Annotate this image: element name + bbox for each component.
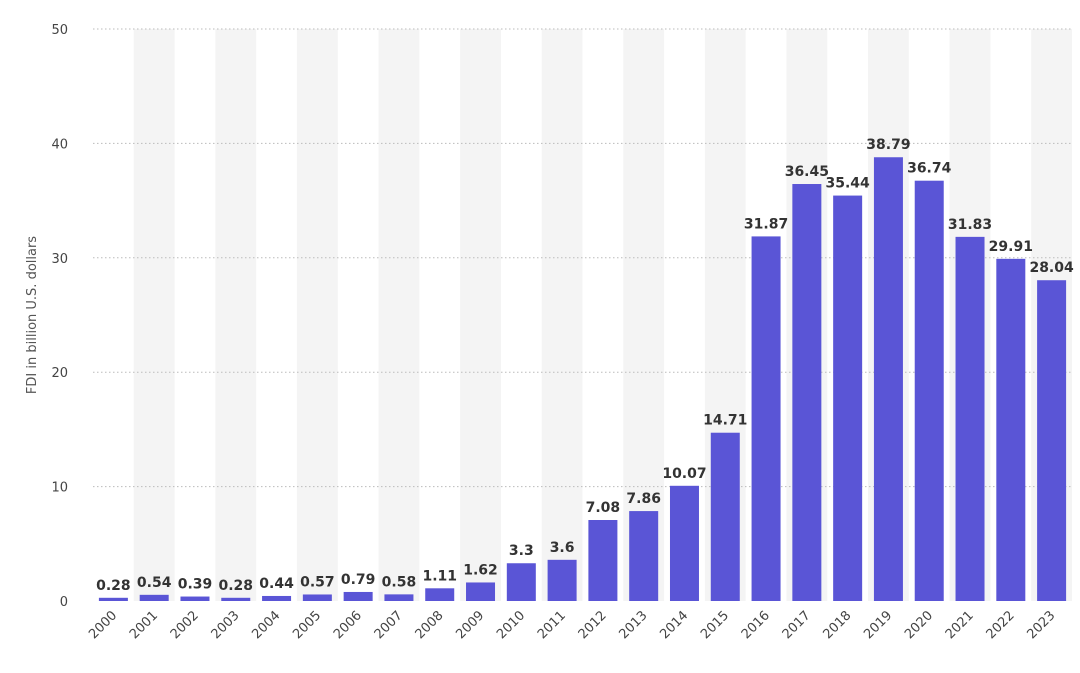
band-2003 (215, 29, 257, 601)
value-label-2022: 29.91 (989, 239, 1033, 255)
bar-2003[interactable] (221, 597, 251, 601)
value-labels: 0.28 0.54 0.39 0.28 0.44 0.57 0.79 0.58 1.11 1.62… (96, 137, 1074, 594)
x-tick-label-2003: 2003 (209, 608, 243, 642)
bar-2023[interactable] (1037, 280, 1067, 601)
gridlines (93, 28, 1072, 488)
band-2007 (378, 29, 420, 601)
x-tick-label-2013: 2013 (617, 608, 651, 642)
x-axis-ticks: 2000 2001 2002 2003 2004 2005 2006 2007 2008 2009… (86, 608, 1058, 642)
bar-2021[interactable] (955, 236, 985, 601)
bar-2004[interactable] (262, 595, 292, 601)
bar-2010[interactable] (506, 563, 536, 601)
x-tick-label-2005: 2005 (290, 608, 324, 642)
value-label-2011: 3.6 (550, 540, 575, 556)
x-tick-label-2023: 2023 (1024, 608, 1058, 642)
band-2001 (133, 29, 175, 601)
value-label-2013: 7.86 (626, 491, 661, 507)
x-tick-label-2014: 2014 (657, 608, 691, 642)
value-label-2006: 0.79 (341, 572, 376, 588)
value-label-2015: 14.71 (703, 413, 747, 429)
band-2005 (296, 29, 338, 601)
value-label-2014: 10.07 (662, 466, 706, 482)
value-label-2016: 31.87 (744, 216, 788, 232)
bar-2013[interactable] (629, 511, 659, 601)
bar-2020[interactable] (914, 180, 944, 601)
y-tick-label-50: 50 (51, 23, 68, 38)
bar-2014[interactable] (669, 485, 699, 601)
band-2009 (460, 29, 501, 601)
x-tick-label-2012: 2012 (576, 608, 610, 642)
value-label-2002: 0.39 (178, 577, 213, 593)
x-tick-label-2017: 2017 (780, 608, 814, 642)
x-tick-label-2016: 2016 (739, 608, 773, 642)
bar-2008[interactable] (425, 588, 455, 601)
x-tick-label-2020: 2020 (902, 608, 936, 642)
bar-2007[interactable] (384, 594, 414, 601)
value-label-2023: 28.04 (1029, 260, 1074, 276)
value-label-2004: 0.44 (259, 576, 294, 592)
bar-2015[interactable] (710, 432, 740, 601)
x-tick-label-2008: 2008 (413, 608, 447, 642)
y-tick-label-40: 40 (51, 137, 68, 152)
x-tick-label-2002: 2002 (168, 608, 202, 642)
bar-2009[interactable] (466, 582, 496, 601)
bar-2018[interactable] (833, 195, 863, 601)
bar-2022[interactable] (996, 258, 1026, 601)
bar-2005[interactable] (302, 594, 332, 601)
value-label-2020: 36.74 (907, 161, 952, 177)
y-tick-label-30: 30 (51, 252, 68, 267)
value-label-2007: 0.58 (382, 574, 417, 590)
bar-2012[interactable] (588, 520, 618, 601)
bar-2006[interactable] (343, 591, 373, 601)
value-label-2010: 3.3 (509, 543, 534, 559)
x-tick-label-2007: 2007 (372, 608, 406, 642)
y-axis-title: FDI in billion U.S. dollars (25, 236, 40, 394)
y-tick-label-20: 20 (51, 366, 68, 381)
value-label-2008: 1.11 (422, 568, 457, 584)
value-label-2009: 1.62 (463, 562, 498, 578)
value-label-2001: 0.54 (137, 575, 172, 591)
bar-2000[interactable] (98, 597, 128, 601)
x-tick-label-2021: 2021 (943, 608, 977, 642)
x-tick-label-2019: 2019 (861, 608, 895, 642)
x-tick-label-2010: 2010 (494, 608, 528, 642)
x-tick-label-2001: 2001 (127, 608, 161, 642)
value-label-2021: 31.83 (948, 217, 992, 233)
bar-2002[interactable] (180, 596, 210, 601)
y-tick-label-0: 0 (60, 595, 68, 610)
x-tick-label-2000: 2000 (86, 608, 120, 642)
value-label-2012: 7.08 (586, 500, 621, 516)
x-tick-label-2022: 2022 (984, 608, 1018, 642)
bar-2017[interactable] (792, 184, 822, 601)
band-2011 (541, 29, 583, 601)
value-label-2018: 35.44 (825, 176, 870, 192)
x-tick-label-2015: 2015 (698, 608, 732, 642)
value-label-2019: 38.79 (866, 137, 910, 153)
value-label-2017: 36.45 (785, 164, 829, 180)
x-tick-label-2004: 2004 (249, 608, 283, 642)
x-tick-label-2006: 2006 (331, 608, 365, 642)
x-tick-label-2011: 2011 (535, 608, 569, 642)
value-label-2005: 0.57 (300, 574, 335, 590)
y-tick-label-10: 10 (51, 481, 68, 496)
bar-2019[interactable] (873, 157, 903, 601)
bars (98, 157, 1067, 601)
band-2013 (623, 29, 665, 601)
bar-2011[interactable] (547, 559, 577, 601)
value-label-2000: 0.28 (96, 578, 131, 594)
bar-2016[interactable] (751, 236, 781, 601)
value-label-2003: 0.28 (218, 578, 253, 594)
x-tick-label-2009: 2009 (453, 608, 487, 642)
bar-2001[interactable] (139, 594, 169, 601)
x-tick-label-2018: 2018 (820, 608, 854, 642)
y-axis-ticks: 0 10 20 30 40 50 (51, 23, 68, 610)
